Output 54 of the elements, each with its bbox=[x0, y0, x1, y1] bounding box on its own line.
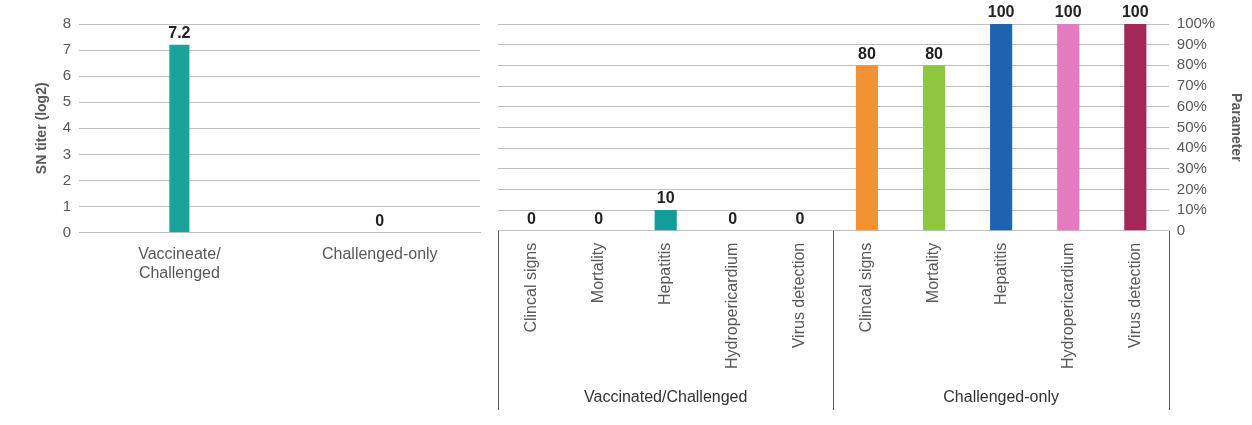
data-label: 80 bbox=[925, 44, 944, 62]
data-label: 100 bbox=[1054, 3, 1082, 21]
text: Challenged-only bbox=[943, 388, 1059, 406]
y2-tick-label: 90% bbox=[1176, 34, 1207, 52]
x-tick-label: Hydropericardium bbox=[1058, 242, 1076, 369]
x-tick-label: Hepatitis bbox=[991, 242, 1009, 305]
x-tick-label: Mortality bbox=[924, 242, 942, 304]
data-label: 0 bbox=[728, 210, 738, 228]
text: Vaccinated/Challenged bbox=[584, 388, 748, 406]
y2-tick-label: 70% bbox=[1176, 76, 1207, 94]
y-tick-label: 4 bbox=[62, 118, 72, 136]
x-tick-label: Virus detection bbox=[1125, 242, 1143, 349]
y2-tick-label: 60% bbox=[1176, 96, 1207, 114]
y-tick-label: 7 bbox=[62, 40, 72, 58]
data-label: 0 bbox=[594, 210, 604, 228]
y-tick-label: 1 bbox=[62, 196, 72, 214]
data-label: 100 bbox=[1121, 3, 1149, 21]
data-label: 10 bbox=[656, 189, 675, 207]
x-tick-label: Challenged-only bbox=[321, 244, 438, 262]
x-tick-label: Hydropericardium bbox=[723, 242, 741, 369]
y-tick-label: 0 bbox=[62, 222, 72, 240]
y-tick-label: 2 bbox=[62, 170, 72, 188]
data-label: 0 bbox=[375, 212, 385, 230]
x-tick-label: Clincal signs bbox=[521, 242, 539, 333]
x-tick-label: Virus detection bbox=[790, 242, 808, 349]
y2-tick-label: 80% bbox=[1176, 55, 1207, 73]
bar bbox=[1124, 24, 1147, 231]
data-label: 7.2 bbox=[168, 24, 191, 42]
x-tick-label: Mortality bbox=[589, 242, 607, 304]
bar bbox=[990, 24, 1013, 231]
data-label: 80 bbox=[858, 44, 876, 62]
y2-tick-label: 100% bbox=[1176, 14, 1216, 32]
y2-tick-label: 10% bbox=[1176, 200, 1207, 218]
data-label: 0 bbox=[795, 210, 805, 228]
y2-tick-label: 20% bbox=[1176, 179, 1207, 197]
x-tick-label: Clincal signs bbox=[857, 242, 875, 333]
bar bbox=[922, 65, 946, 231]
y2-tick-label: 30% bbox=[1176, 158, 1207, 176]
y2-tick-label: 0 bbox=[1176, 220, 1186, 238]
y2-axis-title: Parameter bbox=[1228, 93, 1245, 163]
data-label: 100 bbox=[987, 3, 1015, 21]
bar bbox=[1057, 24, 1080, 231]
x-tick-label: Vaccineate/Challenged bbox=[138, 244, 222, 281]
y-tick-label: 5 bbox=[62, 92, 72, 110]
x-tick-label: Hepatitis bbox=[656, 242, 674, 305]
y-tick-label: 3 bbox=[62, 144, 72, 162]
y-tick-label: 8 bbox=[62, 14, 72, 32]
bar bbox=[654, 210, 677, 231]
y-tick-label: 6 bbox=[62, 66, 72, 84]
y2-tick-label: 40% bbox=[1176, 138, 1207, 156]
bar bbox=[855, 65, 879, 231]
y2-tick-label: 50% bbox=[1176, 117, 1207, 135]
data-label: 0 bbox=[527, 210, 537, 228]
y-axis-title: SN titer (log2) bbox=[33, 82, 50, 175]
